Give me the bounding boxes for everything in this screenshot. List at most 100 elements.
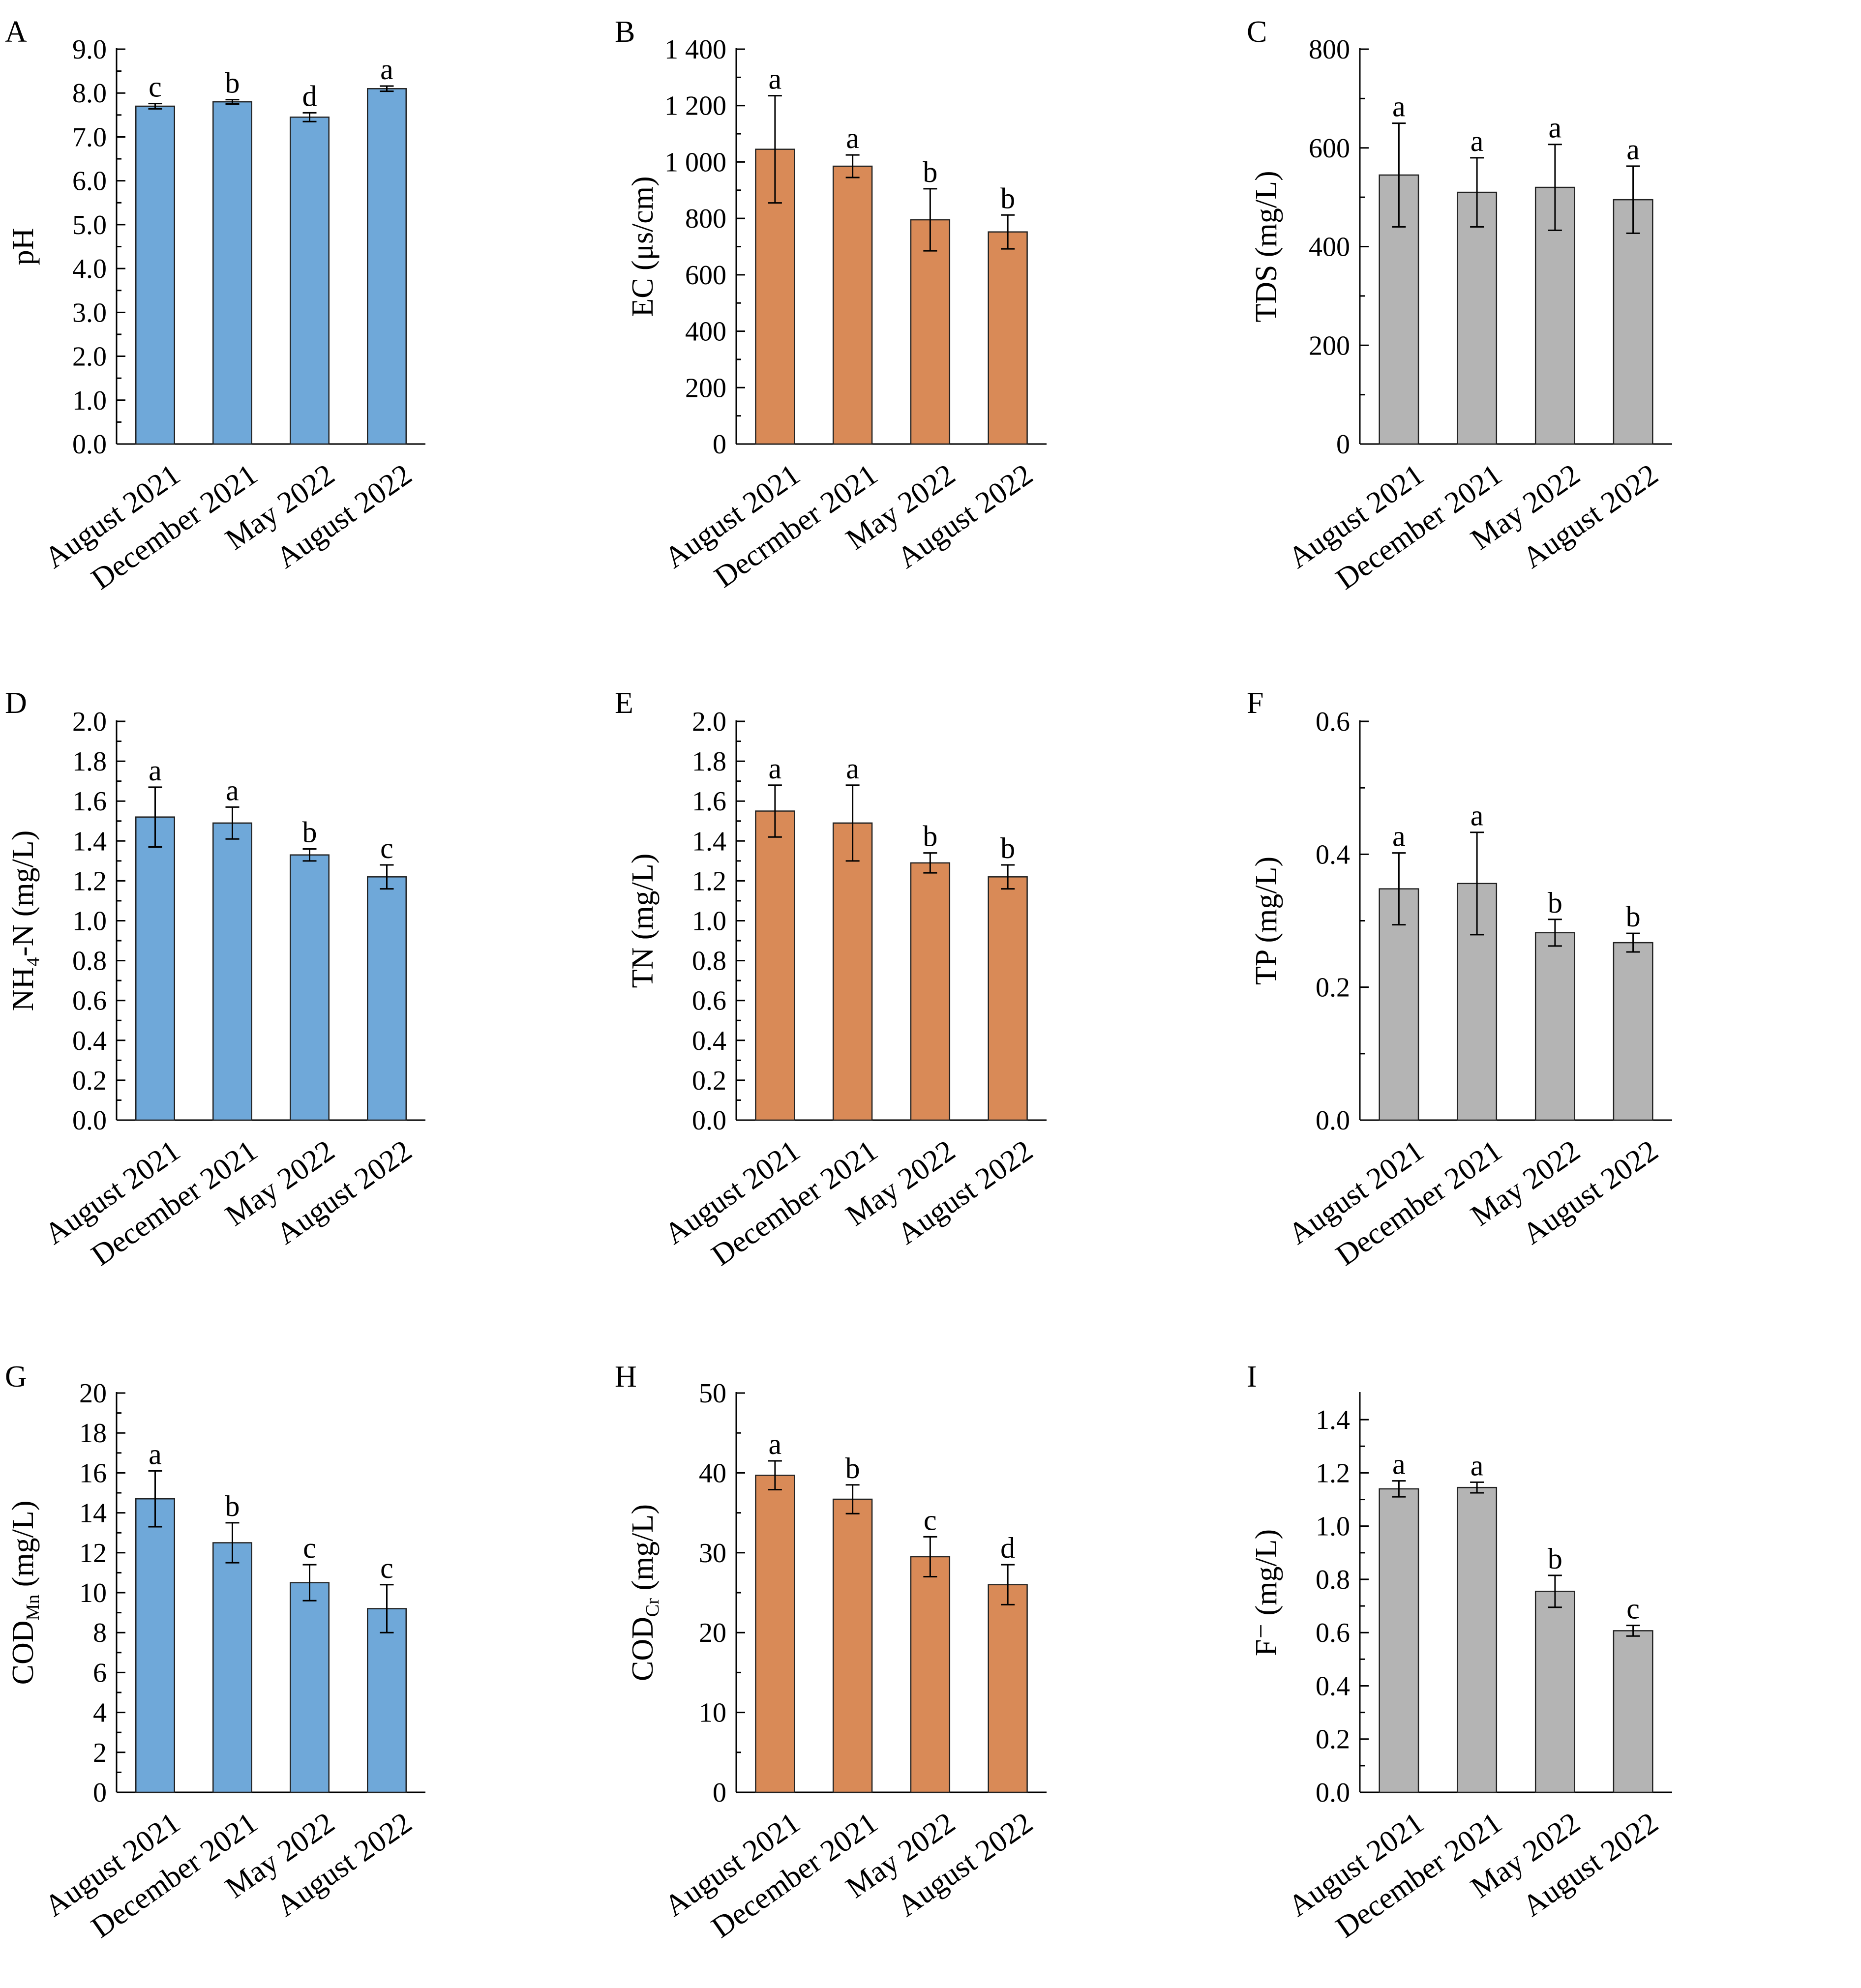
bar [212, 822, 252, 1121]
significance-letter: a [149, 1438, 162, 1470]
bar [832, 165, 873, 445]
bar [988, 876, 1028, 1121]
y-axis-title: pH [6, 228, 40, 266]
panel-a: A0.01.02.03.04.05.06.07.08.09.0pHcAugust… [5, 15, 425, 596]
y-tick-label: 800 [1309, 34, 1350, 65]
y-tick-label: 10 [79, 1578, 107, 1608]
y-tick-label: 400 [1309, 232, 1350, 263]
significance-letter: a [1392, 1448, 1406, 1481]
panel-letter: A [5, 15, 27, 49]
y-tick-label: 0.4 [72, 1026, 107, 1056]
y-tick-label: 1.8 [692, 746, 726, 777]
bar [755, 810, 795, 1121]
y-tick-label: 0.0 [1316, 1105, 1350, 1136]
significance-letter: d [302, 80, 317, 112]
bar [367, 876, 407, 1121]
significance-letter: c [1626, 1593, 1640, 1625]
y-tick-label: 1.4 [1316, 1405, 1350, 1435]
significance-letter: c [303, 1532, 316, 1564]
panel-b: B 0 200 400 600 800 1 000 1 200 1 400 EC (μs/cm) a… [615, 15, 1047, 594]
bar [212, 1542, 252, 1793]
bar [135, 816, 175, 1121]
y-tick-label: 12 [79, 1538, 107, 1569]
significance-letter: a [1392, 90, 1406, 123]
panel-letter: D [5, 686, 27, 720]
bar [755, 1475, 795, 1793]
significance-letter: a [1626, 133, 1640, 166]
y-tick-label: 0.2 [1316, 973, 1350, 1003]
y-tick-label: 4.0 [72, 254, 107, 284]
bar [290, 1582, 330, 1793]
bar [367, 88, 407, 445]
y-tick-label: 2.0 [692, 707, 726, 737]
significance-letter: a [769, 752, 782, 785]
y-tick-label: 4 [93, 1698, 107, 1728]
significance-letter: a [1471, 125, 1484, 157]
significance-letter: b [1000, 182, 1015, 214]
bar [832, 822, 873, 1121]
bar [135, 105, 175, 445]
y-axis-title: TDS (mg/L) [1250, 171, 1283, 322]
y-tick-label: 0.8 [692, 946, 726, 977]
significance-letter: c [380, 1552, 393, 1584]
y-tick-label: 0 [713, 1778, 726, 1808]
y-tick-label: 0.4 [692, 1026, 726, 1056]
y-tick-label: 18 [79, 1418, 107, 1449]
significance-letter: a [149, 754, 162, 787]
y-axis-title: EC (μs/cm) [626, 176, 660, 317]
significance-letter: d [1000, 1532, 1015, 1564]
y-tick-label: 8 [93, 1618, 107, 1648]
significance-letter: c [924, 1504, 937, 1536]
bar [1379, 888, 1419, 1121]
y-tick-label: 0.6 [1316, 1618, 1350, 1648]
y-tick-label: 800 [685, 204, 726, 234]
significance-letter: b [923, 156, 937, 188]
y-tick-label: 2 [93, 1738, 107, 1768]
bar [1379, 1488, 1419, 1793]
panel-letter: B [615, 15, 635, 49]
y-tick-label: 0 [713, 429, 726, 460]
significance-letter: a [1471, 1449, 1484, 1482]
y-tick-label: 1.4 [72, 826, 107, 857]
y-tick-label: 30 [699, 1538, 726, 1569]
bar [832, 1498, 873, 1793]
bar [1613, 1630, 1653, 1793]
panel-e: E 0.0 0.2 0.4 0.6 0.8 1.0 1.2 1.4 1.6 1.8 2.0 TN (mg… [615, 686, 1047, 1273]
y-tick-label: 0.8 [1316, 1565, 1350, 1595]
panel-letter: E [615, 686, 633, 720]
y-tick-label: 16 [79, 1458, 107, 1488]
y-tick-label: 40 [699, 1458, 726, 1488]
y-tick-label: 50 [699, 1378, 726, 1409]
y-tick-label: 0.0 [72, 429, 107, 460]
significance-letter: a [1471, 800, 1484, 832]
panel-letter: G [5, 1360, 27, 1394]
y-axis-title: CODCr (mg/L) [626, 1504, 663, 1681]
bar [1534, 932, 1575, 1121]
significance-letter: a [1392, 820, 1406, 853]
y-tick-label: 1.0 [72, 906, 107, 937]
significance-letter: c [149, 71, 162, 103]
y-tick-label: 0.0 [1316, 1778, 1350, 1808]
significance-letter: b [225, 67, 240, 99]
y-tick-label: 1.4 [692, 826, 726, 857]
y-tick-label: 20 [79, 1378, 107, 1409]
y-tick-label: 600 [1309, 133, 1350, 164]
y-tick-label: 0.2 [72, 1066, 107, 1096]
significance-letter: b [225, 1490, 240, 1522]
significance-letter: c [380, 832, 393, 864]
bar [1613, 942, 1653, 1121]
panel-i: I0.00.20.40.60.81.01.21.4F⁻ (mg/L)aAugus… [1247, 1360, 1672, 1945]
significance-letter: b [1626, 900, 1641, 933]
panel-letter: H [615, 1360, 637, 1394]
y-tick-label: 8.0 [72, 78, 107, 109]
y-tick-label: 0.2 [692, 1066, 726, 1096]
y-tick-label: 1.0 [72, 386, 107, 416]
significance-letter: b [923, 820, 937, 853]
panel-d: D 0.0 0.2 0.4 0.6 0.8 1.0 1.2 1.4 1.6 1.8 2.0 NH₄-N … [5, 686, 425, 1273]
y-tick-label: 1.8 [72, 746, 107, 777]
y-tick-label: 1.2 [72, 866, 107, 896]
bar [135, 1498, 175, 1793]
